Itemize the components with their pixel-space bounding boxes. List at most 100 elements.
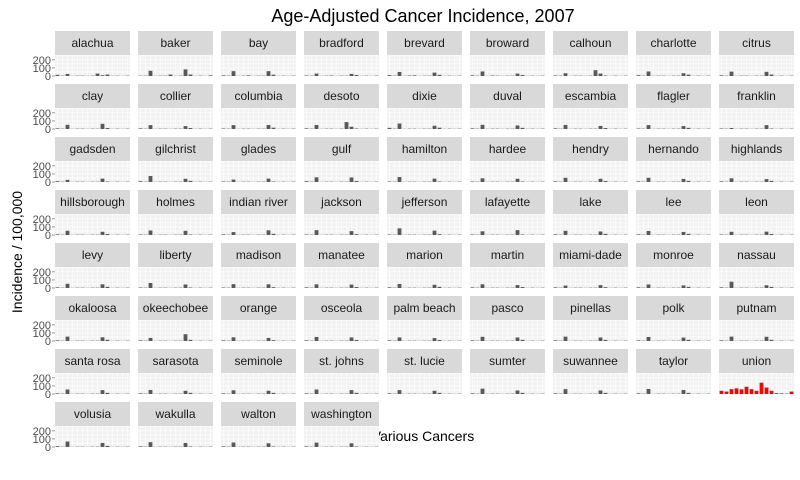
facet-strip: [304, 349, 379, 373]
bar-martin-11: [520, 287, 525, 288]
bar-hernando-11: [686, 180, 691, 182]
y-tick-label: 100: [33, 275, 51, 287]
y-tick-label: 100: [33, 169, 51, 181]
facet-label: walton: [240, 407, 276, 421]
facet-label: flagler: [657, 89, 690, 103]
bar-lee-1: [636, 234, 641, 235]
bar-sumter-10: [515, 390, 520, 394]
facet-panel-calhoun: calhoun: [553, 31, 628, 76]
facet-label: gilchrist: [155, 142, 196, 156]
facet-panel-palm-beach: palm beach: [387, 296, 462, 341]
facet-label: hillsborough: [60, 195, 125, 209]
facet-panel-flagler: flagler: [636, 84, 711, 129]
facet-strip: [553, 137, 628, 161]
facet-strip: [719, 190, 794, 214]
facet-label: volusia: [74, 407, 112, 421]
bar-union-12: [774, 393, 779, 394]
facet-strip: [55, 349, 130, 373]
facet-gridlines: [55, 55, 130, 76]
bar-okeechobee-3: [148, 337, 153, 341]
facet-strip: [138, 296, 213, 320]
facet-label: dixie: [412, 89, 437, 103]
y-tick-label: 200: [33, 108, 51, 120]
bar-pinellas-10: [598, 337, 603, 341]
bar-madison-11: [271, 287, 276, 288]
bar-miami-dade-3: [563, 285, 568, 288]
bar-desoto-1: [304, 128, 309, 129]
facet-label: martin: [491, 248, 524, 262]
facet-label: levy: [82, 248, 103, 262]
y-tick-label: 200: [33, 214, 51, 226]
bar-highlands-1: [719, 181, 724, 182]
bar-lee-10: [681, 231, 686, 235]
bar-brevard-3: [397, 71, 402, 76]
facet-gridlines: [636, 108, 711, 129]
bar-gilchrist-3: [148, 176, 153, 182]
bar-madison-3: [231, 284, 236, 288]
bar-columbia-10: [266, 124, 271, 129]
facet-gridlines: [636, 320, 711, 341]
bar-baker-7: [168, 74, 173, 76]
facet-gridlines: [221, 55, 296, 76]
facet-gridlines: [387, 320, 462, 341]
bar-union-9: [759, 382, 764, 394]
y-tick-label: 100: [33, 63, 51, 75]
bar-jefferson-10: [432, 230, 437, 235]
bar-nassau-11: [769, 286, 774, 288]
bar-polk-3: [646, 336, 651, 341]
facet-strip: [553, 190, 628, 214]
facet-panel-jackson: jackson: [304, 190, 379, 235]
y-tick-label: 100: [33, 328, 51, 340]
bar-gilchrist-10: [183, 178, 188, 182]
bar-manatee-11: [354, 287, 359, 288]
facet-label: gulf: [332, 142, 352, 156]
bar-st-lucie-10: [432, 390, 437, 394]
bar-pasco-11: [520, 339, 525, 341]
y-tick-label: 200: [33, 320, 51, 332]
facet-gridlines: [636, 55, 711, 76]
bar-martin-3: [480, 284, 485, 288]
facet-gridlines: [304, 267, 379, 288]
bar-lake-1: [553, 234, 558, 235]
bar-hillsborough-11: [105, 234, 110, 235]
facet-panel-duval: duval: [470, 84, 545, 129]
facet-label: escambia: [565, 89, 617, 103]
facet-label: bradford: [319, 36, 364, 50]
facet-strip: [304, 402, 379, 426]
facet-label: jefferson: [401, 195, 448, 209]
facet-panel-desoto: desoto: [304, 84, 379, 129]
facet-strip: [387, 349, 462, 373]
facet-strip: [304, 31, 379, 55]
bar-polk-11: [686, 339, 691, 341]
bar-citrus-10: [764, 71, 769, 76]
y-tick-label: 0: [45, 124, 51, 136]
facet-panel-taylor: taylor: [636, 349, 711, 394]
facet-panel-monroe: monroe: [636, 243, 711, 288]
facet-strip: [470, 190, 545, 214]
facet-strip: [553, 84, 628, 108]
bar-palm-beach-1: [387, 340, 392, 341]
facet-panel-gilchrist: gilchrist: [138, 137, 213, 182]
bar-gilchrist-11: [188, 180, 193, 182]
bar-gadsden-10: [100, 178, 105, 182]
facet-strip: [221, 243, 296, 267]
bar-bradford-3: [314, 73, 319, 76]
facet-strip: [636, 243, 711, 267]
bar-highlands-3: [729, 178, 734, 182]
bar-broward-1: [470, 75, 475, 76]
bar-lafayette-3: [480, 231, 485, 235]
facet-strip: [470, 349, 545, 373]
bar-miami-dade-11: [603, 287, 608, 288]
facet-gridlines: [636, 161, 711, 182]
facet-strip: [470, 84, 545, 108]
facet-label: jackson: [320, 195, 362, 209]
bar-suwannee-10: [598, 390, 603, 394]
bar-okaloosa-10: [100, 337, 105, 341]
bar-okaloosa-1: [55, 340, 60, 341]
facet-strip: [304, 84, 379, 108]
facet-label: broward: [486, 36, 529, 50]
bar-hardee-3: [480, 178, 485, 182]
bar-citrus-1: [719, 75, 724, 76]
